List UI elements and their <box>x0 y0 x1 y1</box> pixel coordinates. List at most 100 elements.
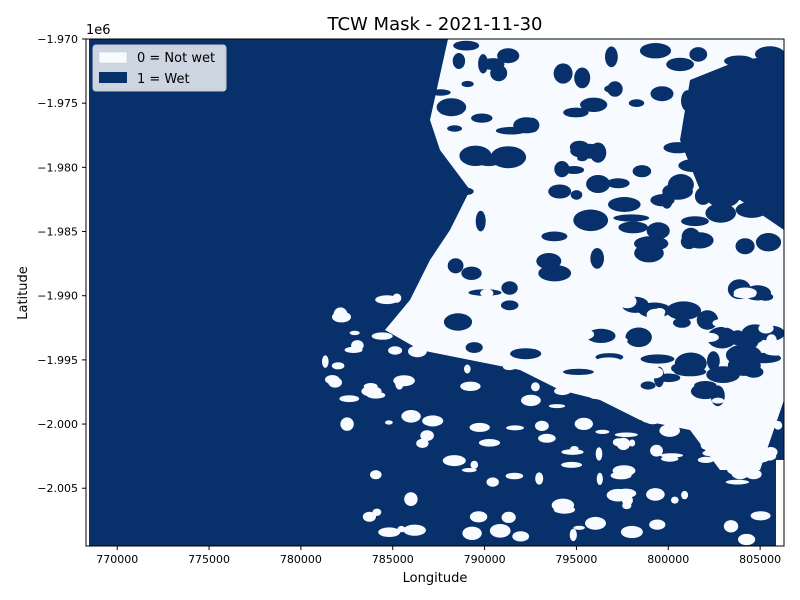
wet-patch <box>510 348 542 360</box>
wet-patch <box>573 209 609 232</box>
dry-speck <box>691 419 715 433</box>
wet-patch <box>447 125 463 132</box>
dry-speck <box>589 392 601 399</box>
dry-speck <box>595 429 610 434</box>
dry-speck <box>760 390 776 396</box>
wet-patch <box>681 216 709 227</box>
wet-patch <box>452 53 466 69</box>
wet-patch <box>673 367 707 377</box>
dry-speck <box>538 433 556 443</box>
dry-speck <box>573 525 585 530</box>
wet-patch <box>461 266 482 280</box>
dry-speck <box>325 375 340 385</box>
dry-speck <box>489 524 511 538</box>
dry-speck <box>725 479 750 485</box>
dry-speck <box>596 472 603 485</box>
wet-patch <box>563 107 589 118</box>
y-tick-label: −1.985 <box>37 226 78 239</box>
wet-patch <box>707 351 720 371</box>
x-tick-label: 790000 <box>464 553 506 566</box>
y-tick-label: −1.975 <box>37 97 78 110</box>
wet-patch <box>500 300 519 311</box>
wet-patch <box>755 233 782 252</box>
dry-speck <box>675 287 684 298</box>
dry-speck <box>505 472 524 480</box>
wet-patch <box>574 67 591 89</box>
dry-speck <box>478 439 501 447</box>
dry-speck <box>572 328 595 340</box>
dry-speck <box>612 369 634 381</box>
wet-patch <box>461 80 474 88</box>
x-tick-label: 800000 <box>647 553 689 566</box>
dry-speck <box>612 438 625 447</box>
wet-patch <box>680 234 698 250</box>
wet-patch <box>430 89 451 96</box>
wet-patch <box>634 243 664 263</box>
dry-speck <box>715 298 727 308</box>
wet-patch <box>431 371 449 382</box>
dry-speck <box>532 297 547 307</box>
wet-patch <box>650 86 674 102</box>
dry-speck <box>702 449 726 457</box>
dry-speck <box>731 466 750 480</box>
wet-patch <box>497 48 520 64</box>
dry-speck <box>339 395 360 403</box>
legend-label-not-wet: 0 = Not wet <box>137 51 215 66</box>
y-axis: −1.970 −1.975 −1.980 −1.985 −1.990 −1.995 −2.0… <box>37 33 86 495</box>
dry-speck <box>469 422 490 432</box>
dry-speck <box>416 438 429 448</box>
wet-patch <box>689 47 708 62</box>
y-tick-label: −1.980 <box>37 161 78 174</box>
wet-patch <box>604 85 616 93</box>
dry-speck <box>650 444 663 457</box>
dry-speck <box>550 318 567 325</box>
x-tick-label: 785000 <box>372 553 414 566</box>
dry-speck <box>640 411 658 423</box>
dry-speck <box>681 490 689 500</box>
wet-patch <box>706 366 740 383</box>
wet-patch <box>640 354 675 364</box>
dry-speck <box>516 312 524 318</box>
dry-speck <box>340 417 354 431</box>
wet-patch <box>459 145 492 166</box>
dry-speck <box>397 525 406 533</box>
dry-speck <box>535 472 544 485</box>
dry-speck <box>408 345 427 358</box>
dry-speck <box>569 528 577 542</box>
dry-speck <box>574 417 593 430</box>
y-tick-label: −2.000 <box>37 418 78 431</box>
dry-speck <box>627 388 642 403</box>
x-axis: 770000 775000 780000 785000 790000 795000 8000… <box>96 546 781 566</box>
dry-speck <box>738 533 756 546</box>
dry-speck <box>489 332 496 339</box>
dry-speck <box>617 294 637 309</box>
dry-speck <box>486 477 499 487</box>
wet-patch <box>707 326 737 349</box>
dry-speck <box>442 455 466 467</box>
dry-speck <box>462 526 482 540</box>
dry-speck <box>410 327 424 335</box>
x-axis-label: Longitude <box>403 571 468 586</box>
dry-speck <box>510 296 529 301</box>
wet-patch <box>668 305 695 313</box>
dry-speck <box>621 338 628 343</box>
dry-speck <box>538 365 547 374</box>
plot-area <box>86 39 784 546</box>
wet-patch <box>632 165 652 178</box>
dry-speck <box>503 364 516 371</box>
wet-patch <box>666 57 694 72</box>
dry-speck <box>420 430 434 441</box>
wet-patch <box>570 190 583 200</box>
dry-speck <box>671 496 679 504</box>
wet-patch <box>730 330 746 346</box>
dry-speck <box>531 382 540 392</box>
dry-speck <box>403 524 426 536</box>
dry-speck <box>659 453 684 458</box>
wet-patch <box>640 381 656 390</box>
dry-speck <box>773 420 783 430</box>
wet-patch <box>443 313 473 331</box>
dry-speck <box>371 332 393 340</box>
dry-speck <box>498 320 520 325</box>
dry-speck <box>494 350 509 357</box>
dry-speck <box>506 425 524 431</box>
